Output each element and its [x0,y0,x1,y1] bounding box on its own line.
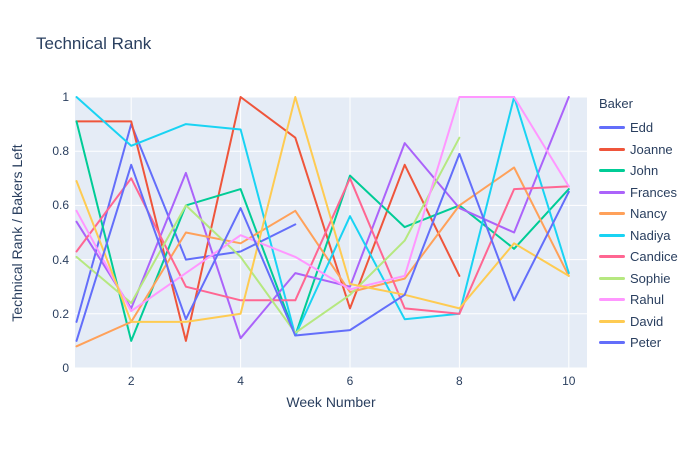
legend-label: Nancy [630,206,667,222]
legend-item-peter[interactable]: Peter [599,332,678,354]
legend-label: Edd [630,120,654,136]
legend-item-joanne[interactable]: Joanne [599,139,678,161]
legend-label: Peter [630,335,662,351]
legend-swatch-john [599,169,625,173]
legend-item-nancy[interactable]: Nancy [599,203,678,225]
legend-label: Nadiya [630,227,671,243]
series-line-sophie[interactable] [75,136,461,334]
legend-swatch-peter [599,341,625,345]
legend-item-edd[interactable]: Edd [599,117,678,139]
y-tick-label: 0.6 [52,198,69,213]
y-tick-label: 0 [62,361,69,375]
legend-item-rahul[interactable]: Rahul [599,289,678,311]
legend-swatch-nancy [599,212,625,216]
x-tick-label: 4 [237,374,244,388]
y-tick-label: 1 [62,90,69,104]
legend-item-candice[interactable]: Candice [599,246,678,268]
x-tick-label: 10 [562,374,576,388]
series-line-nancy[interactable] [75,166,570,348]
legend-title: Baker [599,96,633,111]
legend-item-sophie[interactable]: Sophie [599,268,678,290]
legend-swatch-candice [599,255,625,259]
legend-swatch-rahul [599,298,625,302]
y-tick-label: 0.2 [52,306,69,321]
legend-item-nadiya[interactable]: Nadiya [599,225,678,247]
y-axis-title: Technical Rank / Bakers Left [9,144,25,322]
x-axis-title: Week Number [286,394,376,410]
legend: Baker Edd Joanne John Frances Nancy Nadiya Can… [599,96,678,354]
legend-swatch-nadiya [599,233,625,237]
legend-swatch-frances [599,190,625,194]
x-tick-label: 8 [456,374,463,388]
x-tick-label: 2 [127,374,135,388]
legend-swatch-joanne [599,147,625,151]
legend-item-david[interactable]: David [599,311,678,333]
series-line-peter[interactable] [75,152,570,342]
legend-label: David [630,313,664,329]
legend-label: Joanne [630,141,673,157]
y-tick-label: 0.4 [52,252,69,267]
legend-label: Frances [630,184,677,200]
legend-item-frances[interactable]: Frances [599,182,678,204]
series-line-candice[interactable] [75,177,570,315]
series-line-rahul[interactable] [75,96,570,313]
series-line-nadiya[interactable] [75,96,570,337]
legend-label: Candice [630,249,678,265]
legend-swatch-sophie [599,276,625,280]
legend-item-john[interactable]: John [599,160,678,182]
series-line-joanne[interactable] [75,96,461,342]
legend-swatch-david [599,319,625,323]
legend-label: John [630,163,659,179]
legend-items: Edd Joanne John Frances Nancy Nadiya Candice So… [599,117,678,354]
chart-title: Technical Rank [36,34,152,53]
series-line-david[interactable] [75,96,570,323]
legend-label: Sophie [630,270,671,286]
legend-swatch-edd [599,126,625,130]
y-tick-label: 0.8 [52,144,69,159]
x-tick-label: 6 [346,374,354,388]
legend-label: Rahul [630,292,664,308]
